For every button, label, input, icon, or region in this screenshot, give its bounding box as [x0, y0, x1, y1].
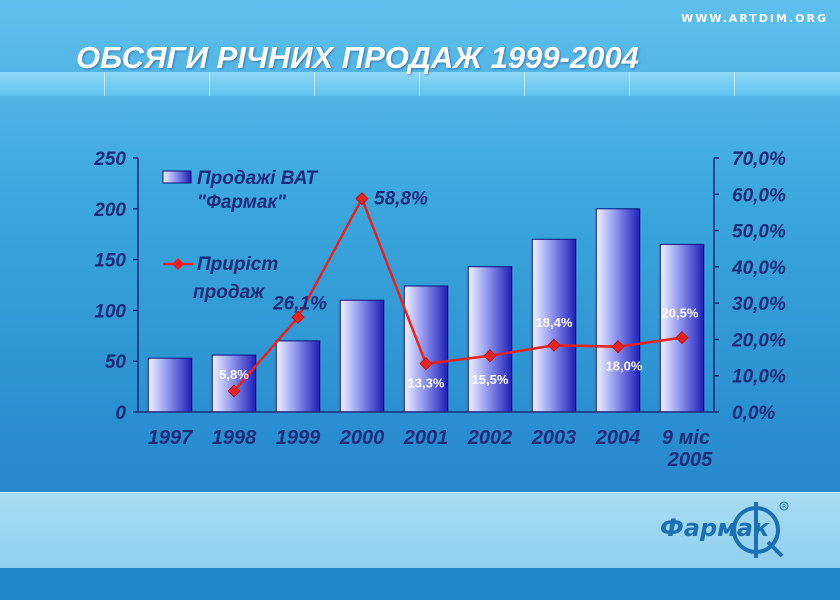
bottom-band	[0, 568, 840, 600]
labels-layer: 5,8% 26,1% 58,8% 13,3% 15,5% 18,4% 18,0% 20,5%	[219, 189, 699, 391]
y-right-tick-label-2: 20,0%	[731, 330, 786, 351]
y-right-tick-label-6: 60,0%	[732, 185, 786, 206]
bar-7	[595, 208, 641, 413]
growth-point-8	[675, 331, 689, 345]
legend-bar-label-line-0: Продажі ВАТ	[197, 168, 319, 189]
legend-bar-label: Продажі ВАТ "Фармак"	[197, 168, 319, 213]
y-left-tick-label-2: 100	[94, 301, 126, 322]
x-tick-label-8: 9 міс 2005	[662, 427, 713, 471]
bar-0	[147, 357, 193, 413]
x-tick-label-8-line-1: 2005	[667, 449, 713, 471]
x-tick-label-8-line-0: 9 міс	[662, 427, 710, 449]
bar-8	[659, 243, 705, 413]
y-right-tick-label-0: 0,0%	[732, 403, 775, 424]
growth-point-5	[483, 349, 497, 363]
growth-data-label-2: 26,1%	[272, 293, 327, 314]
x-tick-label-6: 2003	[531, 427, 577, 449]
line-layer	[227, 192, 689, 398]
growth-line	[233, 195, 683, 392]
x-tick-label-7: 2004	[595, 427, 641, 449]
y-left-tick-label-3: 150	[94, 251, 126, 272]
bar-1	[211, 354, 257, 413]
logo-emblem-icon: R	[732, 501, 789, 558]
logo-text: Фармак	[660, 514, 770, 542]
growth-data-label-6: 18,4%	[536, 315, 573, 330]
x-tick-label-0: 1997	[148, 427, 193, 449]
x-tick-label-2: 1999	[276, 427, 321, 449]
y-left-tick-label-5: 250	[93, 149, 126, 170]
svg-text:R: R	[782, 504, 786, 511]
legend-layer: Продажі ВАТ "Фармак" Приріст продаж	[162, 168, 319, 303]
slide-title: ОБСЯГИ РІЧНИХ ПРОДАЖ 1999-2004	[76, 40, 639, 75]
y-right-tick-label-7: 70,0%	[732, 149, 786, 170]
legend-bar-label-line-1: "Фармак"	[197, 192, 287, 213]
growth-data-label-8: 20,5%	[662, 306, 699, 321]
growth-point-2	[291, 310, 305, 324]
growth-point-6	[547, 338, 561, 352]
growth-data-label-4: 13,3%	[408, 376, 445, 391]
growth-point-7	[611, 340, 625, 354]
footer-band	[0, 492, 840, 569]
legend-bar-swatch	[162, 170, 192, 184]
header-stripe	[0, 72, 840, 96]
bar-4	[403, 285, 449, 413]
axes-layer: 0 50 100 150 200 250 0,0% 10,0% 20,0% 30,0% 40,0% 5…	[93, 149, 786, 471]
growth-data-label-5: 15,5%	[472, 372, 509, 387]
x-tick-label-4: 2001	[403, 427, 449, 449]
x-tick-label-5: 2002	[467, 427, 513, 449]
x-tick-label-1: 1998	[212, 427, 257, 449]
legend-line-marker	[172, 258, 184, 270]
x-tick-label-3: 2000	[339, 427, 385, 449]
growth-data-label-7: 18,0%	[606, 359, 643, 374]
y-right-tick-label-1: 10,0%	[732, 367, 786, 388]
growth-point-1	[227, 384, 241, 398]
y-left-tick-label-0: 0	[115, 403, 126, 424]
bar-2	[275, 340, 321, 413]
y-right-tick-label-5: 50,0%	[732, 222, 786, 243]
bar-6	[531, 238, 577, 413]
farmak-logo: Фармак R	[660, 500, 790, 560]
growth-data-label-3: 58,8%	[374, 189, 428, 210]
legend-line-label-line-1: продаж	[193, 282, 265, 303]
growth-point-3	[355, 192, 369, 206]
y-left-tick-label-1: 50	[105, 352, 127, 373]
growth-data-label-1: 5,8%	[219, 367, 249, 382]
watermark: WWW.ARTDIM.ORG	[681, 12, 828, 25]
y-right-tick-label-4: 40,0%	[731, 258, 786, 279]
bar-3	[339, 299, 385, 413]
y-left-tick-label-4: 200	[93, 200, 126, 221]
legend-line-label: Приріст продаж	[193, 254, 278, 303]
bar-5	[467, 266, 513, 413]
y-right-tick-label-3: 30,0%	[732, 294, 786, 315]
legend-line-label-line-0: Приріст	[197, 254, 278, 275]
growth-point-4	[419, 357, 433, 371]
sales-chart: 0 50 100 150 200 250 0,0% 10,0% 20,0% 30,0% 40,0% 5…	[93, 149, 786, 471]
